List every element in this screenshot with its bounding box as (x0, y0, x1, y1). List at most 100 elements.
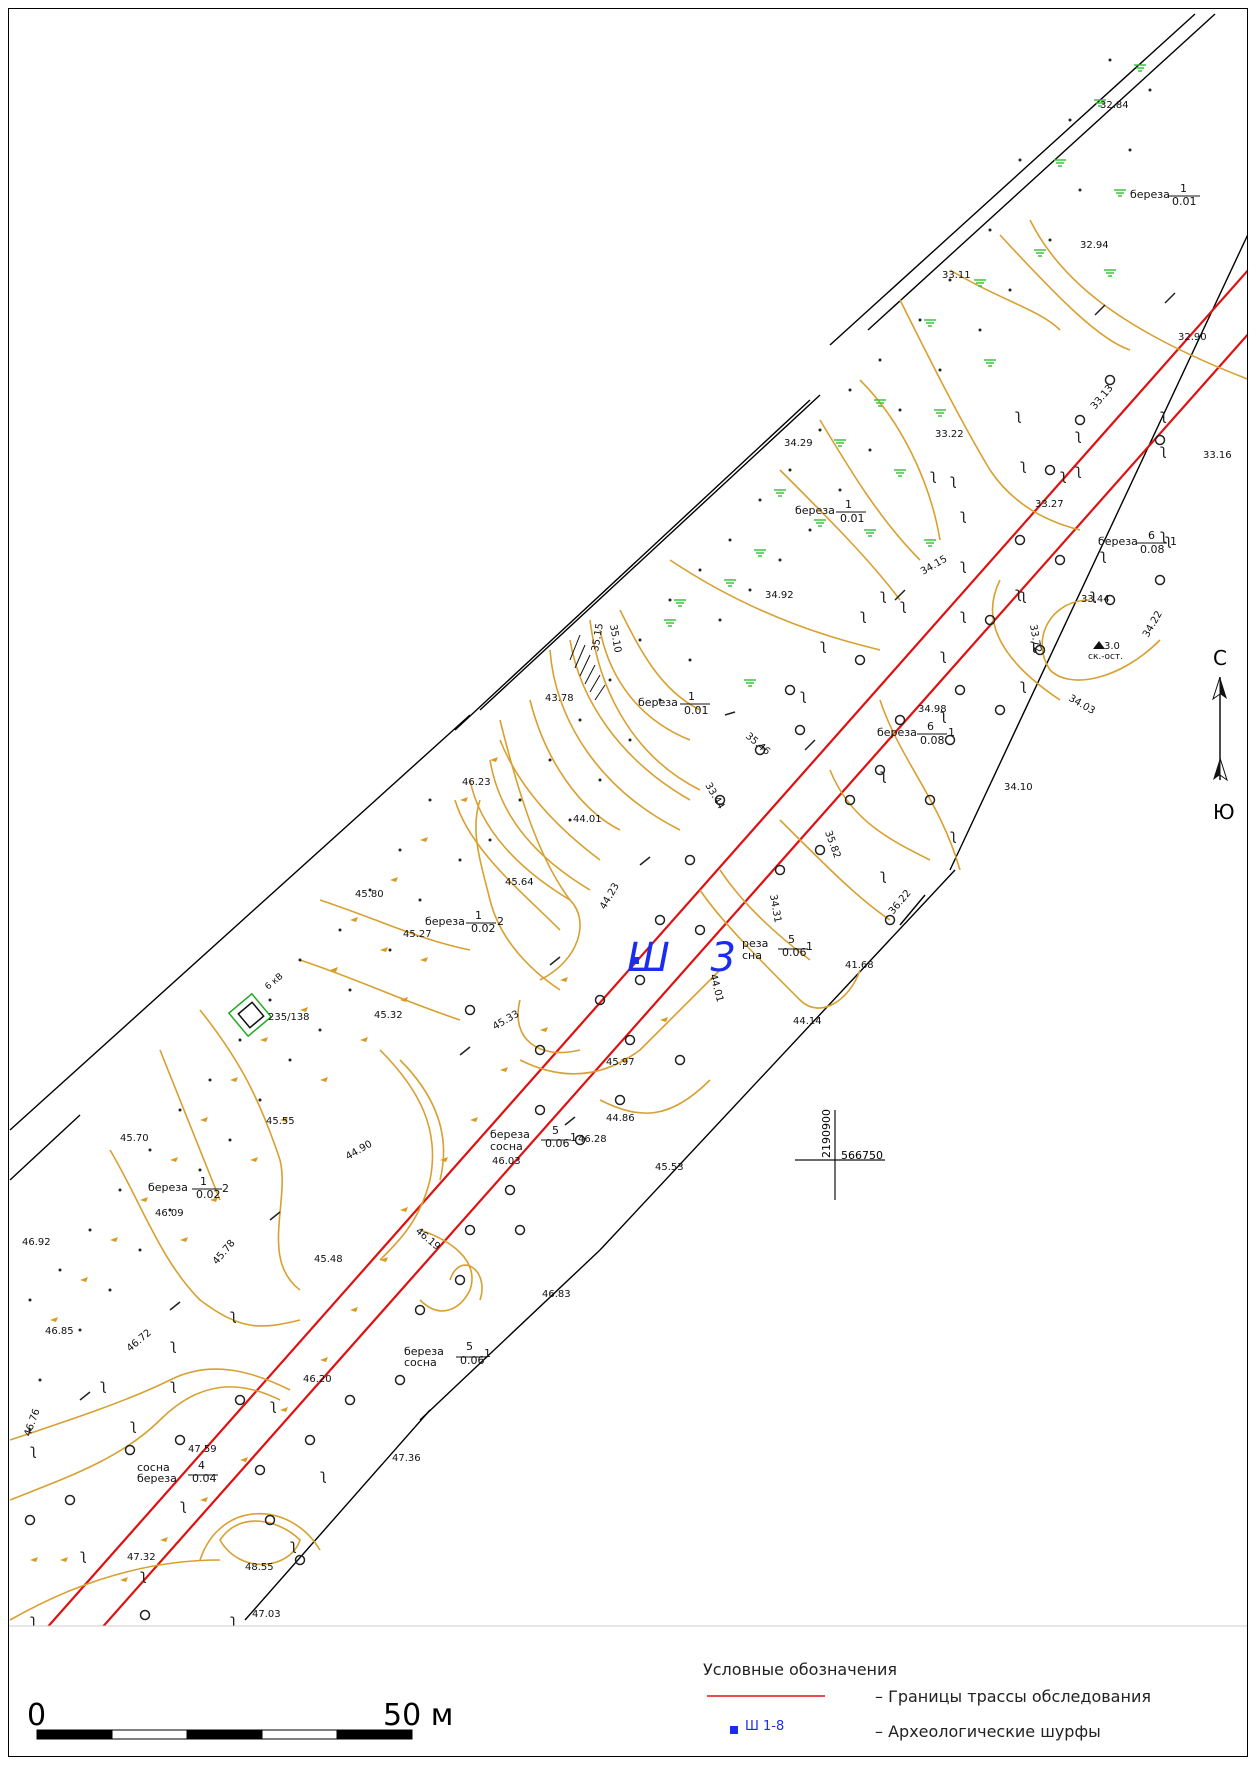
svg-text:235/138: 235/138 (268, 1012, 310, 1023)
svg-text:34.31: 34.31 (767, 894, 783, 924)
svg-text:ʅ: ʅ (950, 826, 957, 844)
north-arrow (1212, 676, 1228, 782)
coordinate-cross (795, 1110, 885, 1200)
svg-text:ʅ: ʅ (1090, 586, 1097, 604)
shrub-symbols (24, 374, 1166, 1621)
vegetation-dots (28, 58, 1152, 1432)
svg-text:береза: береза (638, 696, 678, 709)
svg-text:0.06: 0.06 (460, 1354, 485, 1367)
svg-text:ʅ: ʅ (960, 556, 967, 574)
svg-text:47.59: 47.59 (188, 1444, 217, 1455)
svg-text:0.06: 0.06 (782, 946, 807, 959)
svg-text:0.02: 0.02 (196, 1188, 221, 1201)
svg-text:5: 5 (466, 1340, 473, 1353)
svg-text:45.27: 45.27 (403, 929, 432, 940)
svg-text:1: 1 (948, 726, 955, 739)
svg-text:0.08: 0.08 (1140, 543, 1165, 556)
svg-text:ʅ: ʅ (1165, 531, 1172, 549)
svg-text:ʅ: ʅ (170, 1376, 177, 1394)
svg-text:34.29: 34.29 (784, 438, 813, 449)
svg-text:1: 1 (1170, 535, 1177, 548)
svg-text:береза: береза (1098, 535, 1138, 548)
svg-text:береза: береза (1130, 188, 1170, 201)
svg-text:46.09: 46.09 (155, 1208, 184, 1219)
south-label: Ю (1213, 800, 1235, 824)
svg-text:2: 2 (497, 915, 504, 928)
svg-text:ʅ: ʅ (170, 1336, 177, 1354)
svg-text:0.01: 0.01 (684, 704, 709, 717)
svg-text:45.48: 45.48 (314, 1254, 343, 1265)
svg-text:6: 6 (1148, 529, 1155, 542)
svg-text:1: 1 (806, 940, 813, 953)
svg-text:береза: береза (148, 1181, 188, 1194)
svg-text:45.64: 45.64 (505, 877, 534, 888)
svg-text:1: 1 (200, 1175, 207, 1188)
svg-text:ʅ: ʅ (880, 866, 887, 884)
legend-pit-icon (730, 1726, 738, 1734)
svg-text:47.32: 47.32 (127, 1552, 156, 1563)
svg-text:ʅ: ʅ (320, 1466, 327, 1484)
survey-pit-label[interactable]: Ш 3 (627, 935, 750, 981)
corridor-outline (9, 13, 1247, 1621)
svg-text:береза: береза (795, 504, 835, 517)
svg-text:35.10: 35.10 (607, 624, 623, 654)
meadow-symbols (30, 757, 668, 1582)
svg-text:43.78: 43.78 (545, 693, 574, 704)
svg-text:ʅ: ʅ (800, 686, 807, 704)
svg-text:46.28: 46.28 (578, 1134, 607, 1145)
svg-text:44.86: 44.86 (606, 1113, 635, 1124)
svg-text:34.10: 34.10 (1004, 782, 1033, 793)
svg-text:33.27: 33.27 (1035, 499, 1064, 510)
svg-text:сосна: сосна (490, 1140, 523, 1153)
svg-text:ʅ: ʅ (940, 706, 947, 724)
svg-text:4: 4 (198, 1459, 205, 1472)
svg-text:33.16: 33.16 (1203, 450, 1232, 461)
svg-text:47.36: 47.36 (392, 1453, 421, 1464)
svg-text:34.98: 34.98 (918, 704, 947, 715)
svg-text:ʅ: ʅ (230, 1611, 237, 1629)
svg-text:0.02: 0.02 (471, 922, 496, 935)
legend-pit-symbol-label: Ш 1-8 (745, 1719, 785, 1734)
svg-text:ʅ: ʅ (1160, 526, 1167, 544)
svg-text:1: 1 (475, 909, 482, 922)
scale-bar (36, 1729, 413, 1740)
svg-text:33.11: 33.11 (942, 270, 971, 281)
svg-text:ʅ: ʅ (270, 1396, 277, 1414)
survey-mark: 3.0 ск.-ост. (1088, 641, 1123, 662)
svg-text:ʅ: ʅ (820, 636, 827, 654)
svg-text:0.01: 0.01 (840, 512, 865, 525)
coordinate-y: 2190900 (820, 1109, 833, 1158)
svg-text:береза: береза (490, 1128, 530, 1141)
svg-text:ʅ: ʅ (1030, 636, 1037, 654)
svg-text:34.92: 34.92 (765, 590, 794, 601)
svg-text:44.01: 44.01 (573, 814, 602, 825)
survey-pit-marker[interactable] (632, 957, 639, 964)
grass-symbols: ʅʅʅ ʅ ʅʅ ʅʅʅ ʅʅʅ ʅʅʅ ʅʅʅ ʅʅʅ ʅʅʅ ʅʅʅ ʅʅʅ … (30, 406, 1172, 1629)
svg-text:ʅ: ʅ (900, 596, 907, 614)
svg-text:5: 5 (552, 1124, 559, 1137)
svg-text:45.97: 45.97 (606, 1057, 635, 1068)
svg-text:33.22: 33.22 (935, 429, 964, 440)
svg-text:32.90: 32.90 (1178, 332, 1207, 343)
svg-text:44.14: 44.14 (793, 1016, 822, 1027)
svg-text:ʅ: ʅ (140, 1566, 147, 1584)
svg-text:ʅ: ʅ (1020, 676, 1027, 694)
svg-text:46.92: 46.92 (22, 1237, 51, 1248)
svg-text:ʅ: ʅ (930, 466, 937, 484)
svg-text:0.08: 0.08 (920, 734, 945, 747)
svg-text:46.03: 46.03 (492, 1156, 521, 1167)
scale-zero-label: 0 (27, 1698, 47, 1733)
svg-text:береза: береза (404, 1345, 444, 1358)
svg-text:0.04: 0.04 (192, 1472, 217, 1485)
legend-pits-label: – Археологические шурфы (875, 1722, 1101, 1741)
svg-text:ʅ: ʅ (30, 1611, 37, 1629)
svg-text:32.94: 32.94 (1080, 240, 1109, 251)
coordinate-x: 566750 (841, 1149, 883, 1162)
svg-text:46.23: 46.23 (462, 777, 491, 788)
svg-text:35.15: 35.15 (590, 622, 606, 652)
svg-text:сна: сна (742, 949, 762, 962)
svg-text:ʅ: ʅ (940, 646, 947, 664)
svg-text:1: 1 (688, 690, 695, 703)
svg-text:45.55: 45.55 (266, 1116, 295, 1127)
